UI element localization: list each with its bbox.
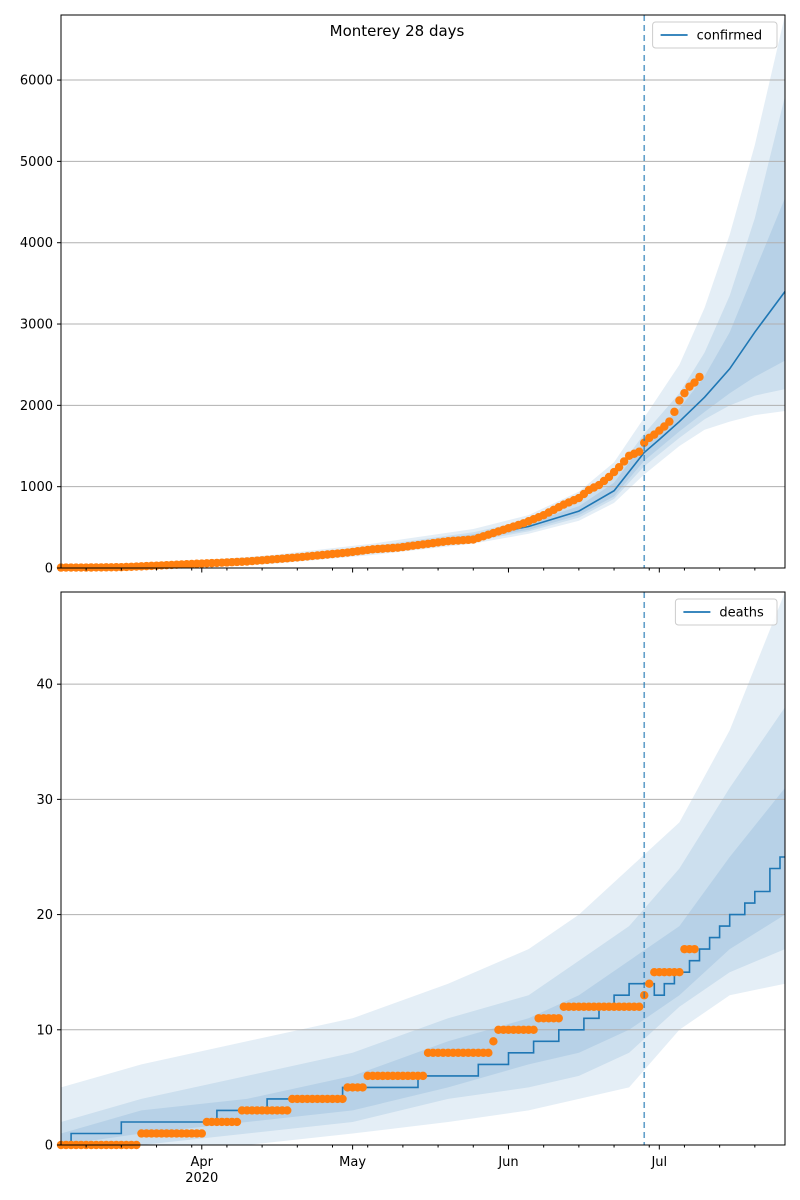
data-point: [675, 967, 684, 977]
y-tick-label: 2000: [20, 399, 53, 414]
chart-title: Monterey 28 days: [330, 22, 465, 40]
data-point: [418, 1071, 428, 1081]
data-point: [680, 388, 689, 398]
plot-frame: [60, 591, 786, 1146]
band-outer: [61, 15, 785, 568]
series-step-line: [61, 856, 785, 1146]
band-middle: [61, 707, 785, 1145]
data-point: [645, 979, 654, 988]
y-tick-label: 6000: [20, 74, 53, 89]
legend-label: deaths: [719, 606, 764, 621]
confirmed-axes: 0 1000 2000 3000 4000 5000 6000: [20, 14, 786, 577]
data-point: [690, 378, 699, 387]
data-point: [634, 1002, 644, 1011]
y-tick-label: 40: [36, 678, 53, 693]
deaths-legend: deaths: [674, 598, 778, 626]
x-tick-label: Apr: [191, 1155, 214, 1170]
confirmed-observed-points: [56, 372, 704, 572]
y-tick-label: 4000: [20, 236, 53, 251]
deaths-uncertainty-bands: [61, 592, 785, 1145]
legend-label: confirmed: [697, 29, 763, 44]
y-tick-label: 3000: [20, 318, 53, 333]
band-middle: [61, 96, 785, 568]
deaths-gridlines: [61, 683, 785, 1031]
data-point: [283, 1106, 292, 1115]
legend-box: [652, 21, 778, 49]
deaths-model-line: [61, 856, 785, 1146]
data-point: [695, 372, 704, 382]
data-point: [634, 447, 644, 456]
data-point: [232, 1117, 242, 1127]
y-tick-label: 0: [45, 562, 53, 577]
data-point: [484, 1048, 493, 1058]
data-point: [529, 1025, 538, 1034]
y-tick-label: 1000: [20, 480, 53, 495]
data-point: [358, 1083, 367, 1092]
confirmed-uncertainty-bands: [61, 15, 785, 568]
x-tick-label: Jun: [497, 1155, 518, 1170]
legend-box: [674, 598, 778, 626]
data-point: [670, 407, 679, 417]
confirmed-legend: confirmed: [652, 21, 778, 49]
y-tick-label: 20: [36, 908, 53, 923]
x-tick-sublabel: 2020: [185, 1171, 218, 1186]
data-point: [554, 1014, 563, 1023]
x-tick-label: Jul: [650, 1155, 667, 1170]
data-point: [675, 396, 684, 405]
y-tick-label: 0: [45, 1139, 53, 1154]
data-point: [197, 1129, 206, 1138]
confirmed-panel: 0 1000 2000 3000 4000 5000 6000 Monterey 28 da…: [20, 14, 786, 577]
data-point: [619, 457, 629, 466]
plot-frame: [60, 14, 786, 569]
y-tick-label: 10: [36, 1023, 53, 1038]
data-point: [614, 462, 624, 472]
data-point: [338, 1094, 347, 1104]
data-point: [489, 1037, 498, 1046]
y-tick-label: 5000: [20, 155, 53, 170]
x-tick-label: May: [339, 1155, 366, 1170]
confirmed-gridlines: [61, 79, 785, 488]
data-point: [665, 417, 674, 426]
y-tick-label: 30: [36, 793, 53, 808]
data-point: [690, 944, 699, 954]
